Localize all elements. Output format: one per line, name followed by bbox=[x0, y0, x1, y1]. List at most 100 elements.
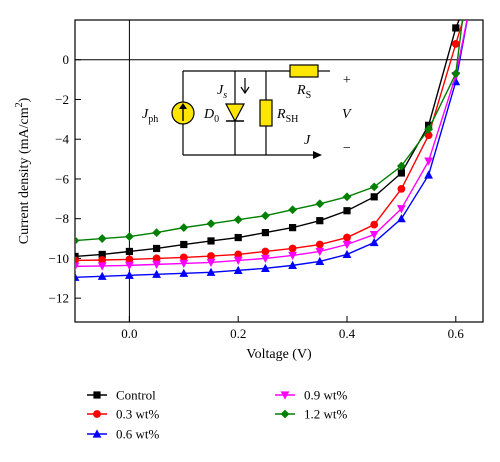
current-source-arrow-head bbox=[179, 103, 187, 109]
series-point bbox=[206, 258, 216, 267]
x-tick-label: 0.2 bbox=[230, 326, 246, 341]
series-point bbox=[207, 237, 215, 245]
series-point bbox=[342, 249, 352, 259]
legend-item: 0.9 wt% bbox=[275, 388, 348, 403]
label-j: J bbox=[304, 133, 311, 148]
shunt-resistor-symbol bbox=[259, 99, 273, 127]
y-tick-label: −2 bbox=[55, 92, 69, 107]
series-point bbox=[180, 240, 188, 249]
series-point bbox=[370, 193, 378, 201]
label-rs: RS bbox=[296, 83, 311, 101]
series-point bbox=[97, 234, 107, 243]
series-point bbox=[152, 254, 161, 263]
label-d0: D0 bbox=[203, 107, 219, 125]
series-point bbox=[75, 236, 80, 245]
label-plus: + bbox=[342, 73, 351, 88]
series-point bbox=[397, 214, 406, 223]
y-tick-label: −12 bbox=[49, 291, 69, 306]
series-point bbox=[261, 247, 270, 256]
series-0 bbox=[75, 20, 460, 261]
legend-label: 0.6 wt% bbox=[116, 427, 160, 442]
series-point bbox=[179, 223, 189, 233]
y-tick-label: −4 bbox=[55, 132, 69, 147]
series-point bbox=[179, 259, 189, 268]
series-point bbox=[75, 252, 79, 261]
series-point bbox=[342, 192, 352, 202]
series-point bbox=[315, 247, 325, 257]
series-point bbox=[261, 228, 269, 237]
series-point bbox=[261, 254, 270, 264]
series-point bbox=[452, 24, 460, 32]
y-axis-title: Current density (mA/cm2) bbox=[14, 97, 32, 244]
legend-label: 0.9 wt% bbox=[304, 388, 348, 403]
legend-marker bbox=[93, 410, 101, 418]
series-point bbox=[315, 256, 325, 266]
label-jph: Jph bbox=[142, 107, 158, 125]
series-point bbox=[369, 182, 379, 192]
series-point bbox=[125, 232, 134, 241]
legend: Control 0.3 wt% 0.6 wt% 0.9 wt% 1.2 wt% bbox=[87, 388, 348, 442]
series-point bbox=[233, 215, 243, 225]
series-line bbox=[75, 20, 468, 278]
legend-marker bbox=[280, 391, 290, 400]
plot-frame bbox=[74, 19, 484, 323]
series-point bbox=[125, 261, 134, 270]
series-point bbox=[343, 233, 351, 242]
series-point bbox=[315, 199, 325, 209]
series-point bbox=[153, 244, 161, 253]
y-tick-label: 0 bbox=[63, 52, 70, 67]
y-tick-label: −6 bbox=[55, 171, 69, 186]
series-point bbox=[125, 247, 133, 256]
series-point bbox=[370, 220, 379, 229]
x-tick-label: 0.6 bbox=[448, 326, 465, 341]
series-point bbox=[343, 207, 351, 215]
legend-label: Control bbox=[116, 388, 156, 403]
label-minus: − bbox=[342, 141, 351, 156]
series-point bbox=[152, 269, 161, 278]
series-point bbox=[316, 217, 324, 225]
series-point bbox=[315, 240, 324, 249]
series-point bbox=[288, 260, 297, 269]
series-point bbox=[424, 131, 433, 140]
legend-item: 0.6 wt% bbox=[87, 427, 160, 442]
series-point bbox=[233, 256, 243, 266]
series-point bbox=[206, 219, 216, 229]
series-line bbox=[75, 20, 468, 268]
series-point bbox=[97, 262, 107, 271]
series-point bbox=[206, 267, 216, 276]
series-point bbox=[75, 262, 80, 271]
series-resistor-symbol bbox=[289, 64, 319, 78]
series-point bbox=[397, 205, 406, 214]
series-point bbox=[75, 272, 80, 281]
ticks-layer: 0.0 0.2 0.4 0.6 0 −2 −4 −6 −8 −10 −12 bbox=[49, 52, 465, 341]
series-point bbox=[152, 228, 161, 237]
x-axis-title: Voltage (V) bbox=[246, 347, 312, 362]
series-point bbox=[451, 39, 460, 48]
legend-item: 1.2 wt% bbox=[275, 407, 348, 422]
series-point bbox=[179, 268, 189, 277]
series-point bbox=[424, 157, 433, 166]
x-tick-label: 0.0 bbox=[121, 326, 137, 341]
series-point bbox=[289, 224, 297, 232]
series-point bbox=[424, 170, 433, 179]
series-point bbox=[97, 271, 107, 280]
series-point bbox=[125, 255, 134, 264]
y-tick-label: −10 bbox=[49, 251, 69, 266]
series-4 bbox=[75, 20, 464, 245]
series-1 bbox=[75, 20, 464, 265]
series-point bbox=[234, 250, 243, 259]
series-point bbox=[288, 244, 297, 253]
series-point bbox=[234, 233, 242, 242]
x-tick-label: 0.4 bbox=[339, 326, 356, 341]
diode-symbol bbox=[225, 103, 245, 123]
series-point bbox=[261, 263, 270, 272]
current-arrow-head bbox=[313, 151, 322, 159]
legend-item: Control bbox=[87, 388, 156, 403]
series-point bbox=[369, 230, 379, 240]
label-rsh: RSH bbox=[276, 107, 298, 125]
series-point bbox=[261, 211, 270, 221]
series-point bbox=[397, 169, 405, 177]
series-point bbox=[75, 256, 79, 265]
